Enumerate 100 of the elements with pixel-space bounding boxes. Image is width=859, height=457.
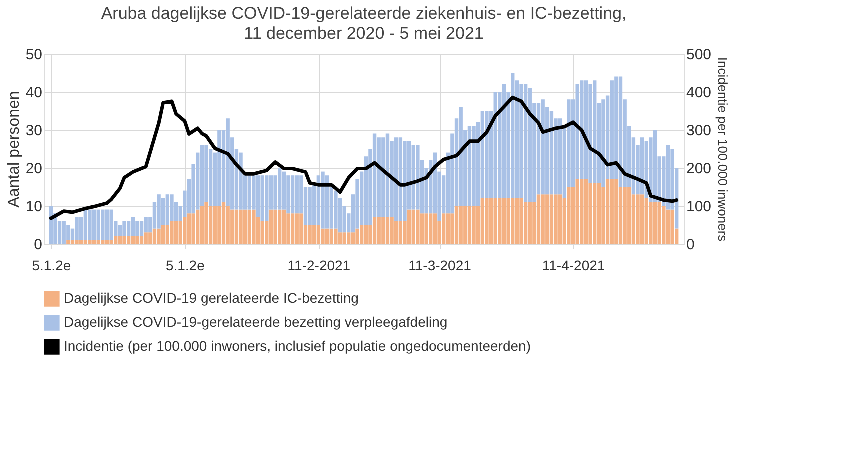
bar — [126, 236, 131, 244]
y-tick-label: 40 — [26, 84, 42, 102]
bar — [187, 214, 192, 244]
bar — [84, 210, 88, 240]
bar — [433, 214, 438, 244]
bar — [550, 111, 554, 195]
y2-axis-title: Incidentie per 100.000 inwoners — [716, 57, 731, 242]
x-tick-label: 11-3-2021 — [408, 258, 472, 274]
bar — [75, 217, 79, 240]
bar — [300, 214, 304, 244]
bar — [658, 202, 662, 244]
chart-subtitle: 11 december 2020 - 5 mei 2021 — [244, 24, 484, 43]
bar — [520, 198, 524, 244]
bar — [75, 240, 79, 244]
bar — [666, 145, 670, 210]
bar — [382, 138, 386, 218]
bar — [122, 221, 126, 236]
bar — [105, 210, 110, 240]
x-tick-label: 5.1.2e — [32, 258, 72, 274]
bar — [204, 202, 208, 244]
bar — [550, 194, 554, 244]
bar — [334, 190, 338, 229]
bar — [524, 202, 528, 244]
bar — [88, 210, 92, 240]
bar — [101, 210, 105, 240]
bar — [334, 228, 338, 244]
bar — [372, 217, 377, 244]
bar — [152, 228, 157, 244]
bar — [218, 130, 222, 206]
bar — [541, 100, 545, 195]
bar — [101, 240, 105, 244]
bar — [174, 221, 178, 244]
bar — [416, 145, 420, 210]
bar — [403, 141, 407, 222]
bar — [239, 152, 243, 210]
bar — [118, 225, 122, 236]
bar — [282, 172, 286, 210]
bar — [66, 225, 70, 240]
bar — [515, 198, 520, 244]
bar — [140, 236, 144, 244]
bar — [282, 210, 286, 244]
bar — [226, 206, 230, 244]
bar — [325, 228, 330, 244]
bar — [398, 221, 403, 244]
bar — [623, 187, 627, 244]
bar — [234, 210, 239, 244]
chart-title: Aruba dagelijkse COVID-19-gerelateerde ziekenhuis- en IC-bezetting, — [101, 4, 627, 23]
bar — [204, 145, 208, 202]
bar — [382, 217, 386, 244]
bar — [200, 206, 204, 244]
y2-tick-label: 200 — [686, 160, 712, 178]
bar — [640, 194, 644, 244]
y-tick-label: 0 — [34, 236, 42, 254]
bar — [636, 194, 640, 244]
bar — [70, 240, 75, 244]
y-tick-label: 20 — [26, 160, 42, 178]
bar — [618, 76, 623, 187]
bar — [606, 179, 610, 244]
bar — [92, 210, 96, 240]
legend-label: Dagelijkse COVID-19 gerelateerde IC-bezetting — [64, 290, 359, 306]
bar — [218, 206, 222, 244]
bar — [308, 187, 312, 225]
bar — [588, 84, 592, 184]
bar — [183, 217, 187, 244]
bar — [597, 183, 602, 244]
legend-label: Dagelijkse COVID-19-gerelateerde bezetting verpleegafdeling — [64, 314, 448, 330]
bar — [480, 198, 485, 244]
bar — [170, 221, 174, 244]
bar — [407, 210, 412, 244]
y-tick-label: 50 — [26, 46, 42, 64]
bar — [286, 176, 290, 214]
bar — [243, 210, 248, 244]
bar — [536, 194, 541, 244]
bar — [208, 206, 213, 244]
bar — [649, 202, 653, 244]
bar — [468, 126, 472, 206]
bar — [170, 194, 174, 222]
bar — [222, 202, 226, 244]
bar — [356, 228, 360, 244]
bar — [398, 138, 403, 222]
bar — [342, 232, 346, 244]
bar — [416, 210, 420, 244]
bar — [554, 194, 558, 244]
y-tick-label: 30 — [26, 122, 42, 140]
bar — [286, 214, 290, 244]
y-tick-label: 10 — [26, 198, 42, 216]
x-tick-label: 11-2-2021 — [288, 258, 351, 274]
bar — [567, 187, 571, 244]
bar — [200, 145, 204, 206]
bar — [541, 194, 545, 244]
bar — [308, 225, 312, 244]
bar — [364, 225, 368, 244]
bar — [290, 176, 295, 214]
bar — [360, 225, 364, 244]
bar — [118, 236, 122, 244]
bar — [110, 210, 114, 240]
bar — [239, 210, 243, 244]
bar — [140, 221, 144, 236]
bar — [351, 232, 356, 244]
bar — [66, 240, 70, 244]
